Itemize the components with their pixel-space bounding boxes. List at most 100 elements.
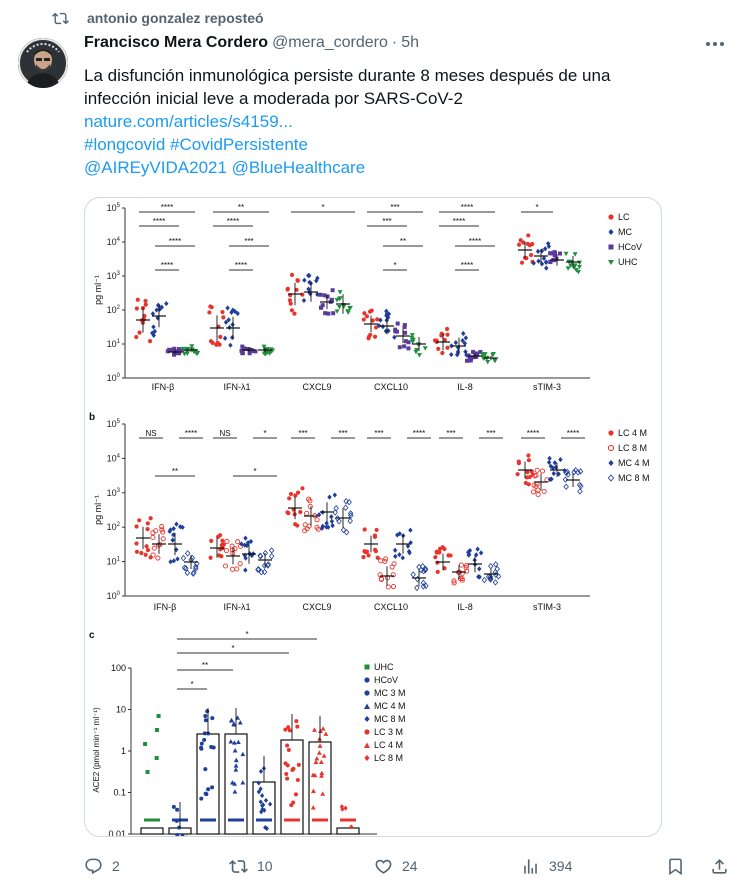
author-handle[interactable]: @mera_cordero	[272, 34, 388, 51]
panel-b-point	[316, 512, 322, 518]
panel-a-point	[143, 298, 148, 304]
panel-b-point	[336, 518, 342, 525]
panel-a-point	[546, 243, 552, 249]
article-link[interactable]: nature.com/articles/s4159...	[84, 112, 293, 131]
panel-a-point	[565, 266, 571, 271]
panel-c-point	[175, 832, 180, 836]
panel-a-point	[465, 358, 470, 363]
panel-b-point	[526, 458, 532, 463]
panel-a-point	[240, 351, 245, 356]
panel-c-point	[294, 719, 299, 724]
panel-c-point	[210, 716, 215, 721]
panel-a-point	[485, 359, 491, 365]
panel-b-point	[385, 584, 391, 590]
panel-b-significance-label: ***	[486, 429, 495, 438]
panel-a-point	[320, 303, 325, 308]
panel-c-point	[313, 759, 319, 765]
panel-b-point	[306, 496, 312, 502]
panel-b-point	[526, 482, 531, 487]
panel-a-point	[480, 352, 486, 357]
panel-c-point	[263, 797, 269, 803]
panel-c-point	[240, 751, 246, 757]
repost-label[interactable]: antonio gonzalez reposteó	[87, 10, 264, 26]
panel-b-point	[170, 537, 175, 543]
panel-c-point	[263, 824, 268, 830]
panel-b-point	[571, 468, 577, 476]
panel-b-point	[408, 527, 413, 533]
panel-b-point	[435, 560, 440, 565]
panel-b-significance-label: NS	[219, 429, 230, 438]
panel-b-point	[139, 550, 144, 556]
panel-a-point	[577, 260, 583, 266]
views-button[interactable]: 394	[521, 857, 572, 876]
panel-b-point	[268, 553, 275, 560]
panel-b-point	[485, 573, 492, 580]
panel-b-point	[535, 487, 541, 493]
panel-a-point	[368, 332, 373, 338]
panel-a-point	[156, 302, 161, 309]
tweet-time[interactable]: 5h	[401, 34, 420, 51]
panel-c-point	[232, 740, 237, 745]
panel-b-point	[300, 486, 305, 491]
panel-b-legend-item-swatch	[607, 474, 615, 482]
author-name[interactable]: Francisco Mera Cordero	[84, 34, 269, 51]
panel-b-point	[209, 538, 214, 543]
tweet-text: La disfunción inmunológica persiste dura…	[84, 64, 724, 179]
panel-b-point	[420, 579, 427, 587]
panel-b-point	[220, 543, 225, 548]
panel-c-y-tick-label: 0.01	[108, 829, 126, 837]
panel-a-legend-item-text: UHC	[618, 257, 638, 267]
panel-c-point	[320, 726, 326, 731]
repost-button[interactable]: 10	[229, 857, 273, 876]
panel-c-point	[203, 718, 208, 723]
panel-b-point	[362, 549, 367, 554]
panel-b-point	[551, 470, 556, 477]
panel-a-point	[225, 305, 230, 311]
views-chart-icon	[524, 858, 537, 874]
panel-a-point	[318, 292, 323, 297]
panel-b-point	[541, 488, 547, 495]
panel-a-point	[230, 334, 235, 341]
panel-a-y-tick-label: 105	[107, 203, 121, 213]
panel-a-point	[151, 324, 156, 330]
hashtags[interactable]: #longcovid #CovidPersistente	[84, 135, 308, 154]
panel-b-point	[134, 549, 140, 554]
panel-a-point	[285, 287, 290, 292]
panel-b-point	[547, 455, 552, 461]
panel-b-point	[174, 547, 179, 553]
panel-b-point	[535, 491, 541, 498]
share-button[interactable]	[710, 857, 738, 876]
panel-a-y-tick-label: 101	[107, 339, 121, 349]
panel-a-significance-label: ****	[153, 217, 165, 226]
panel-a-point	[440, 350, 445, 356]
panel-a-point	[573, 268, 579, 273]
panel-a-point	[445, 332, 450, 337]
panel-b-point	[466, 551, 472, 558]
panel-c-point	[319, 773, 324, 778]
like-button[interactable]: 24	[374, 857, 418, 876]
repost-header: antonio gonzalez reposteó	[52, 8, 264, 28]
panel-b-point	[382, 558, 388, 565]
panel-a-point	[519, 260, 525, 265]
mentions[interactable]: @AIREyVIDA2021 @BlueHealthcare	[84, 158, 366, 177]
panel-b-point	[492, 579, 499, 586]
panel-a-point	[183, 347, 189, 352]
reply-button[interactable]: 2	[84, 857, 120, 876]
panel-a-point	[362, 311, 367, 316]
panel-c-point	[258, 799, 263, 805]
panel-b-point	[219, 554, 224, 559]
panel-a-point	[288, 301, 293, 306]
tweet-media-image[interactable]: 105 104 103 102 101 100 pg ml⁻¹ IFN-β IFN-λ1 CXCL…	[84, 197, 662, 837]
panel-b-point	[348, 512, 354, 519]
avatar[interactable]	[18, 38, 68, 88]
bookmark-button[interactable]	[666, 857, 694, 876]
panel-a-point	[361, 317, 366, 322]
panel-b-significance-label: ***	[298, 429, 307, 438]
panel-c-point	[177, 825, 182, 830]
more-options-button[interactable]	[702, 34, 728, 54]
panel-a-significance-label: ****	[169, 237, 181, 246]
panel-a-point	[134, 334, 139, 340]
heart-icon	[375, 859, 392, 874]
panel-b-point	[563, 483, 569, 490]
